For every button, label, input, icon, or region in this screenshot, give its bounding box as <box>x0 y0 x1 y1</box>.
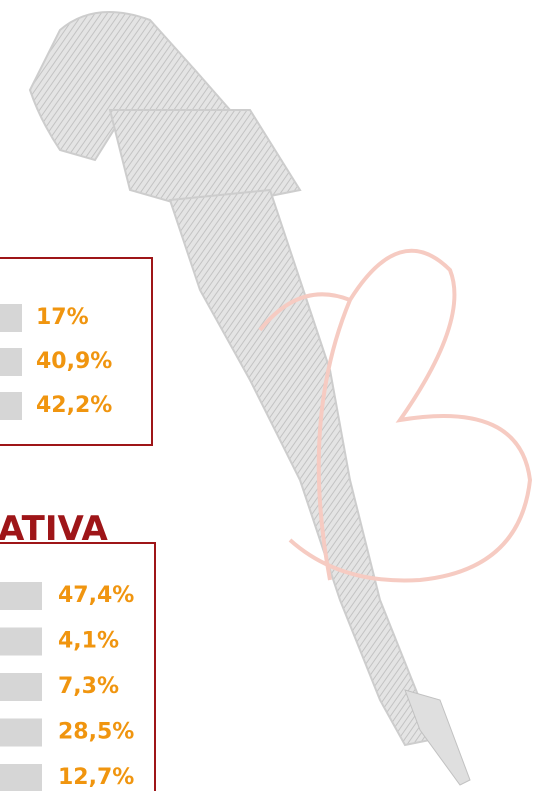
row-value: 12,7% <box>58 765 134 790</box>
panel-frame <box>0 542 156 791</box>
row-box <box>0 718 42 747</box>
row-box <box>0 392 22 420</box>
row-box <box>0 304 22 332</box>
row-value: 17% <box>36 305 89 330</box>
row-value: 7,3% <box>58 674 119 699</box>
row-box <box>0 627 42 656</box>
row-value: 28,5% <box>58 720 134 745</box>
watermark-tool <box>28 11 471 786</box>
row-value: 40,9% <box>36 349 112 374</box>
row-value: 42,2% <box>36 393 112 418</box>
row-box <box>0 582 42 610</box>
row-box <box>0 673 42 701</box>
row-value: 47,4% <box>58 583 134 608</box>
row-box <box>0 764 42 791</box>
row-value: 4,1% <box>58 629 119 654</box>
row-box <box>0 348 22 376</box>
watermark-letter <box>258 248 533 583</box>
panel-frame <box>0 257 153 446</box>
